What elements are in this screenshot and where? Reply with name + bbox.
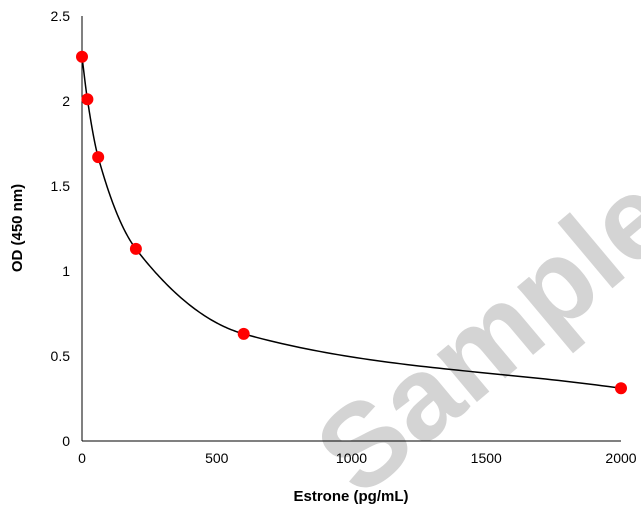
x-tick-label: 0 <box>78 450 86 466</box>
y-tick-label: 0.5 <box>51 348 71 364</box>
data-point <box>92 151 105 164</box>
x-tick-label: 2000 <box>605 450 636 466</box>
x-tick-label: 1500 <box>471 450 502 466</box>
data-points <box>76 50 627 395</box>
y-tick-label: 2.5 <box>51 8 71 24</box>
data-point <box>237 327 250 340</box>
y-tick-label: 1.5 <box>51 178 71 194</box>
data-point <box>76 50 88 63</box>
data-point <box>129 242 142 255</box>
x-axis-title: Estrone (pg/mL) <box>294 488 409 505</box>
y-tick-label: 0 <box>62 433 70 449</box>
x-tick-label: 1000 <box>336 450 367 466</box>
x-tick-label: 500 <box>205 450 229 466</box>
y-tick-label: 1 <box>62 263 70 279</box>
y-axis-title: OD (450 nm) <box>9 184 26 272</box>
y-tick-labels: 0 0.5 1 1.5 2 2.5 <box>51 8 71 449</box>
y-tick-label: 2 <box>62 93 70 109</box>
data-point <box>615 382 627 395</box>
fit-curve <box>81 56 622 390</box>
x-tick-labels: 0 500 1000 1500 2000 <box>78 450 637 466</box>
data-point <box>81 93 94 106</box>
